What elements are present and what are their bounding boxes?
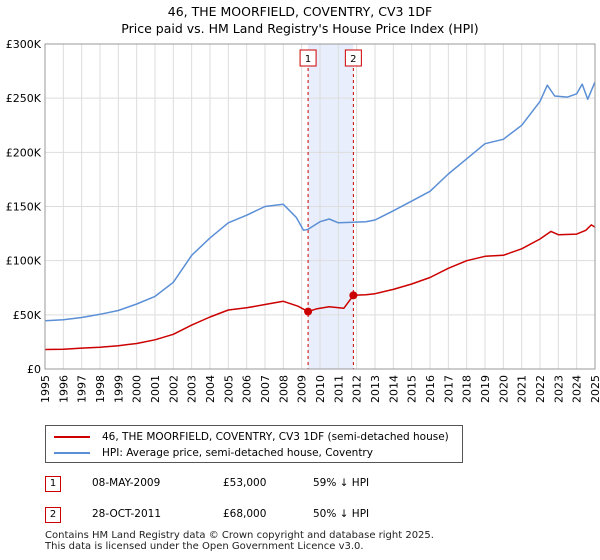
legend-label-hpi: HPI: Average price, semi-detached house,… (102, 447, 373, 459)
legend-item-property: 46, THE MOORFIELD, COVENTRY, CV3 1DF (se… (54, 430, 449, 444)
sale-point (304, 307, 313, 316)
y-tick-label: £100K (6, 255, 42, 268)
x-tick-label: 2017 (442, 375, 455, 403)
transaction-price: £68,000 (223, 508, 267, 520)
x-tick-label: 2012 (351, 375, 364, 403)
x-tick-label: 1998 (94, 375, 107, 403)
x-tick-label: 1995 (39, 375, 52, 403)
x-tick-label: 2016 (424, 375, 437, 403)
chart-title: 46, THE MOORFIELD, COVENTRY, CV3 1DF (167, 4, 433, 19)
x-tick-label: 2025 (589, 375, 600, 403)
x-tick-label: 2023 (552, 375, 565, 403)
x-tick-label: 1997 (76, 375, 89, 403)
x-tick-label: 2021 (516, 375, 529, 403)
legend-swatch-property (54, 436, 90, 438)
attribution-line: Contains HM Land Registry data © Crown c… (45, 530, 434, 541)
chart-legend: 46, THE MOORFIELD, COVENTRY, CV3 1DF (se… (45, 425, 463, 463)
chart-title-block: 46, THE MOORFIELD, COVENTRY, CV3 1DF Pri… (0, 3, 600, 37)
x-tick-label: 2009 (296, 375, 309, 403)
x-tick-label: 2018 (461, 375, 474, 403)
marker-label-box (344, 49, 362, 67)
transaction-price: £53,000 (223, 477, 267, 489)
x-tick-label: 2005 (222, 375, 235, 403)
transaction-date: 08-MAY-2009 (92, 477, 161, 489)
hpi-line (44, 81, 596, 322)
x-tick-label: 2020 (497, 375, 510, 403)
price-chart: £0 £50K £100K £150K £200K £250K £300K 1995 1996 1… (6, 38, 600, 403)
marker-label: 1 (305, 54, 311, 65)
transaction-hpi-diff: 59% ↓ HPI (313, 477, 370, 489)
chart-subtitle: Price paid vs. HM Land Registry's House … (121, 21, 479, 36)
x-tick-label: 2024 (571, 375, 584, 403)
legend-swatch-hpi (54, 452, 90, 454)
legend-item-hpi: HPI: Average price, semi-detached house,… (54, 446, 373, 460)
transaction-hpi-diff: 50% ↓ HPI (313, 508, 370, 520)
x-tick-label: 1996 (57, 375, 70, 403)
x-tick-label: 2010 (314, 375, 327, 403)
x-tick-label: 2019 (479, 375, 492, 403)
transaction-number-badge: 1 (45, 476, 61, 492)
x-tick-label: 2008 (277, 375, 290, 403)
y-tick-label: £0 (27, 363, 41, 376)
license-line: This data is licensed under the Open Gov… (45, 541, 364, 552)
x-tick-label: 2000 (131, 375, 144, 403)
y-tick-label: £250K (6, 92, 42, 105)
y-tick-label: £300K (6, 38, 42, 51)
transaction-number-badge: 2 (45, 507, 61, 523)
x-tick-label: 2007 (259, 375, 272, 403)
x-tick-label: 2006 (241, 375, 254, 403)
marker-label-box (299, 49, 317, 67)
y-tick-label: £200K (6, 146, 42, 159)
legend-label-property: 46, THE MOORFIELD, COVENTRY, CV3 1DF (se… (102, 431, 449, 443)
sale-point (349, 291, 358, 300)
x-tick-label: 1999 (112, 375, 125, 403)
x-tick-label: 2015 (406, 375, 419, 403)
plot-border (44, 43, 596, 370)
y-tick-label: £50K (13, 309, 42, 322)
x-tick-label: 2003 (186, 375, 199, 403)
x-tick-label: 2011 (332, 375, 345, 403)
marker-label: 2 (350, 54, 356, 65)
x-tick-label: 2014 (387, 375, 400, 403)
x-tick-label: 2004 (204, 375, 217, 403)
x-tick-label: 2002 (167, 375, 180, 403)
x-tick-label: 2022 (534, 375, 547, 403)
transaction-date: 28-OCT-2011 (92, 508, 161, 520)
x-tick-label: 2001 (149, 375, 162, 403)
attribution-footer: Contains HM Land Registry data © Crown c… (45, 530, 434, 552)
x-tick-label: 2013 (369, 375, 382, 403)
property-price-line (44, 224, 596, 351)
y-tick-label: £150K (6, 201, 42, 214)
